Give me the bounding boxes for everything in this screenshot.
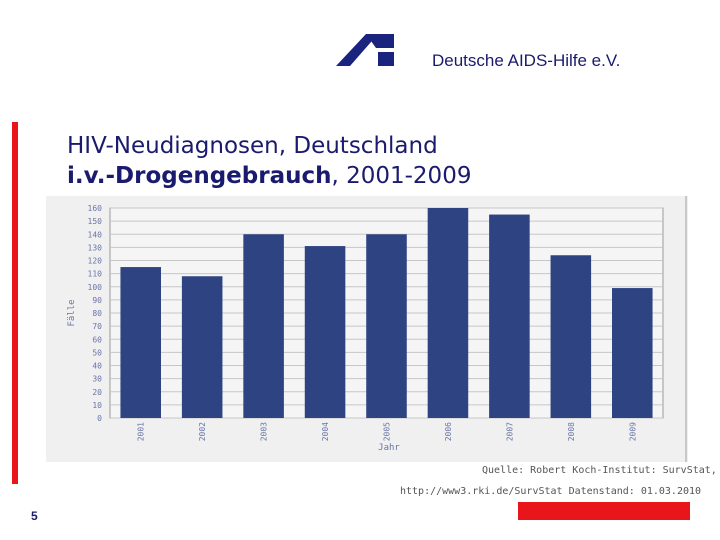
y-tick-label: 0 xyxy=(97,414,102,423)
y-tick-label: 50 xyxy=(92,348,102,357)
y-tick-label: 140 xyxy=(88,230,103,239)
slide-title-bold-part: i.v.-Drogengebrauch xyxy=(67,163,332,189)
aids-hilfe-logo-icon xyxy=(336,34,394,66)
x-axis-ticks: 2001 2002 2003 2004 2005 2006 2007 2008 2009 xyxy=(137,422,638,441)
bar-2002 xyxy=(181,276,223,418)
x-tick-label: 2006 xyxy=(444,422,453,441)
y-axis-label: Fälle xyxy=(67,299,77,326)
bar-2007 xyxy=(489,214,530,418)
bar-2004 xyxy=(304,246,346,418)
y-tick-label: 20 xyxy=(92,388,102,397)
bar-chart: 0 10 20 30 40 50 60 70 80 90 100 110 120 130 140 150 160… xyxy=(46,196,688,462)
bar-2005 xyxy=(366,234,407,418)
x-axis-label: Jahr xyxy=(378,443,400,453)
organization-name: Deutsche AIDS-Hilfe e.V. xyxy=(432,51,621,70)
y-tick-label: 100 xyxy=(88,283,103,292)
x-tick-label: 2003 xyxy=(260,422,269,441)
y-tick-label: 10 xyxy=(92,401,102,410)
y-tick-label: 30 xyxy=(92,375,102,384)
x-tick-label: 2007 xyxy=(505,422,514,441)
y-tick-label: 90 xyxy=(92,296,102,305)
x-tick-label: 2004 xyxy=(321,422,330,441)
y-tick-label: 80 xyxy=(92,309,102,318)
y-tick-label: 70 xyxy=(92,322,102,331)
x-tick-label: 2002 xyxy=(198,422,207,441)
y-tick-label: 150 xyxy=(88,217,103,226)
source-line-1: Quelle: Robert Koch-Institut: SurvStat, xyxy=(482,465,717,476)
x-tick-label: 2009 xyxy=(628,422,637,441)
page-number: 5 xyxy=(31,509,38,523)
y-tick-label: 120 xyxy=(88,257,103,266)
y-tick-label: 110 xyxy=(88,270,103,279)
y-tick-label: 40 xyxy=(92,362,102,371)
slide-title-rest: , 2001-2009 xyxy=(331,163,472,189)
y-tick-label: 60 xyxy=(92,335,102,344)
source-line-2: http://www3.rki.de/SurvStat Datenstand: … xyxy=(400,486,702,497)
bars xyxy=(120,208,653,418)
left-accent-bar xyxy=(12,122,18,484)
slide-title-line-1: HIV-Neudiagnosen, Deutschland xyxy=(67,133,438,159)
x-tick-label: 2001 xyxy=(137,422,146,441)
bar-2006 xyxy=(427,208,469,418)
bottom-right-accent-bar xyxy=(518,502,690,520)
x-tick-label: 2005 xyxy=(383,422,392,441)
bar-2001 xyxy=(120,267,161,418)
bar-2009 xyxy=(612,288,653,418)
x-tick-label: 2008 xyxy=(567,422,576,441)
y-tick-label: 130 xyxy=(88,243,103,252)
bar-2008 xyxy=(550,255,592,418)
y-tick-label: 160 xyxy=(88,204,103,213)
slide-title-line-2: i.v.-Drogengebrauch, 2001-2009 xyxy=(67,163,471,189)
bar-2003 xyxy=(243,234,284,418)
y-axis-ticks: 0 10 20 30 40 50 60 70 80 90 100 110 120 130 140 150 160 xyxy=(88,204,103,423)
